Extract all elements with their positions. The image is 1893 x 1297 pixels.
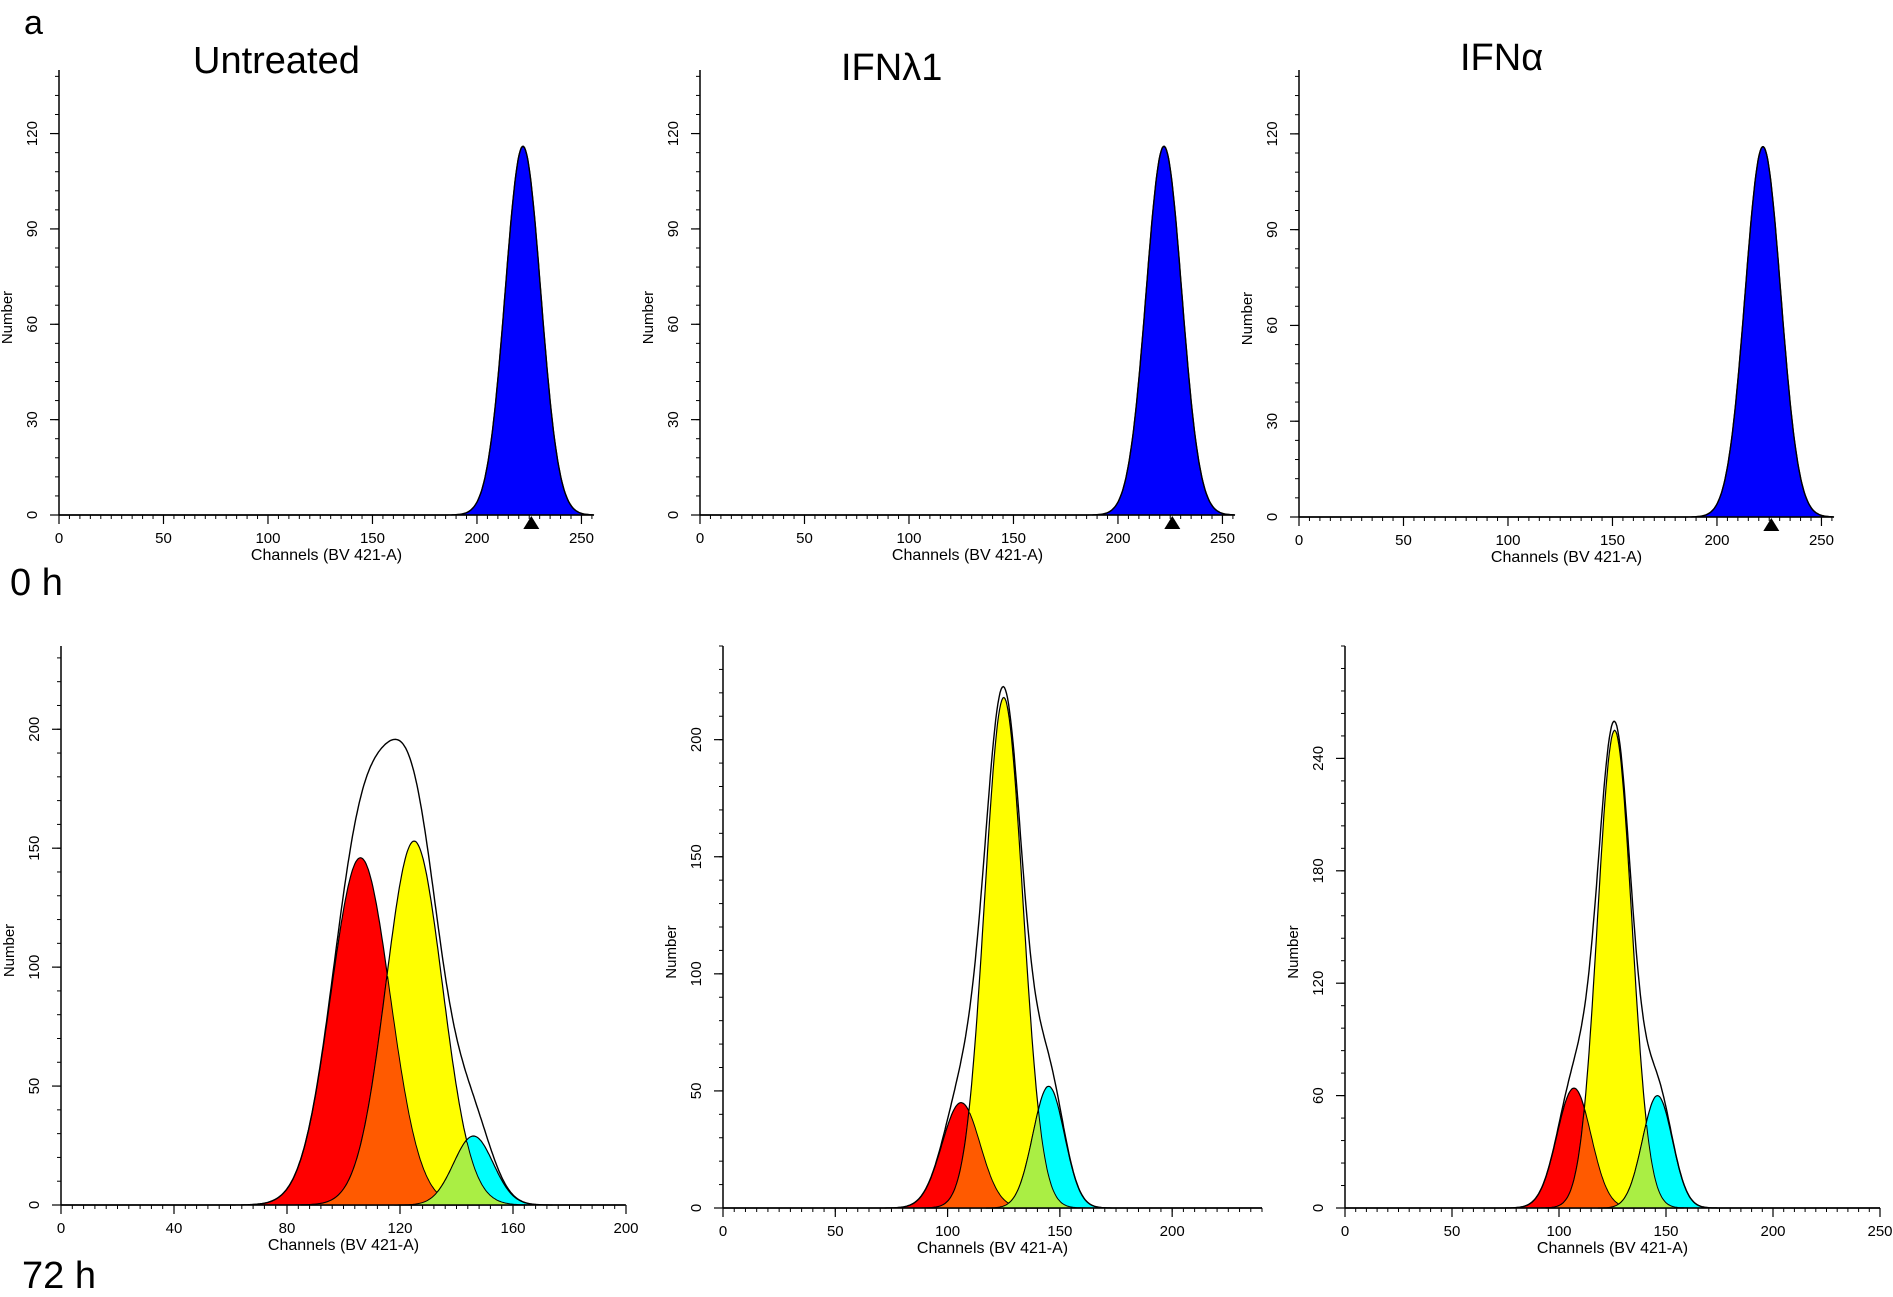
peak-marker-triangle — [1763, 518, 1780, 531]
y-tick-label: 100 — [688, 961, 705, 986]
x-axis-label: Channels (BV 421-A) — [251, 547, 402, 564]
x-tick-label: 100 — [935, 1223, 960, 1240]
x-tick-label: 0 — [719, 1223, 727, 1240]
x-tick-label: 150 — [1001, 530, 1026, 547]
y-tick-label: 150 — [26, 836, 43, 861]
y-tick-label: 0 — [1310, 1204, 1327, 1212]
y-tick-label: 0 — [26, 1201, 43, 1209]
x-tick-label: 100 — [896, 530, 921, 547]
x-axis-label: Channels (BV 421-A) — [1491, 549, 1642, 566]
x-tick-label: 200 — [464, 530, 489, 547]
column-title-untreated: Untreated — [193, 40, 360, 82]
column-title-ifn-lambda1: IFNλ1 — [841, 47, 942, 89]
peak-marker-triangle — [523, 516, 540, 529]
x-tick-label: 150 — [1653, 1223, 1678, 1240]
y-axis-label: Number — [1285, 925, 1302, 978]
x-tick-label: 160 — [500, 1220, 525, 1237]
y-axis-label: Number — [1239, 292, 1256, 345]
y-tick-label: 120 — [1310, 971, 1327, 996]
x-tick-label: 0 — [1341, 1223, 1349, 1240]
x-tick-label: 0 — [1295, 532, 1303, 549]
x-tick-label: 50 — [1395, 532, 1412, 549]
y-tick-label: 0 — [1264, 513, 1281, 521]
x-tick-label: 200 — [1160, 1223, 1185, 1240]
y-tick-label: 0 — [688, 1204, 705, 1212]
chart-panel-2: 0 50 100 150 200 250 0 30 60 90 120 Channels (BV 42… — [640, 70, 1236, 564]
x-tick-label: 150 — [360, 530, 385, 547]
x-tick-label: 250 — [569, 530, 594, 547]
x-tick-label: 200 — [1105, 530, 1130, 547]
x-tick-label: 100 — [255, 530, 280, 547]
x-tick-label: 200 — [613, 1220, 638, 1237]
x-tick-label: 50 — [155, 530, 172, 547]
y-tick-label: 50 — [26, 1078, 43, 1095]
y-tick-label: 30 — [1264, 413, 1281, 430]
x-tick-label: 200 — [1760, 1223, 1785, 1240]
y-tick-label: 30 — [665, 411, 682, 428]
x-tick-label: 100 — [1546, 1223, 1571, 1240]
y-axis-label: Number — [640, 291, 657, 344]
x-tick-label: 50 — [827, 1223, 844, 1240]
x-tick-label: 50 — [796, 530, 813, 547]
y-tick-label: 120 — [1264, 121, 1281, 146]
y-tick-label: 90 — [24, 221, 41, 238]
x-tick-label: 150 — [1600, 532, 1625, 549]
y-tick-label: 60 — [24, 316, 41, 333]
y-tick-label: 60 — [1310, 1087, 1327, 1104]
y-tick-label: 30 — [24, 411, 41, 428]
x-axis-label: Channels (BV 421-A) — [917, 1240, 1068, 1257]
y-tick-label: 120 — [24, 121, 41, 146]
y-tick-label: 90 — [1264, 221, 1281, 238]
chart-panel-5: 0 50 100 150 200 0 50 100 150 200 Channels (BV 421… — [663, 645, 1263, 1257]
y-axis-label: Number — [1, 924, 18, 977]
chart-panel-6: 0 50 100 150 200 250 0 60 120 180 240 Channels (BV … — [1285, 645, 1893, 1257]
x-tick-label: 250 — [1210, 530, 1235, 547]
x-tick-label: 250 — [1867, 1223, 1892, 1240]
x-tick-label: 0 — [696, 530, 704, 547]
x-axis-label: Channels (BV 421-A) — [1537, 1240, 1688, 1257]
peak-area-1 — [1691, 146, 1835, 518]
x-tick-label: 250 — [1809, 532, 1834, 549]
row-label-0h: 0 h — [10, 562, 63, 604]
x-tick-label: 0 — [57, 1220, 65, 1237]
chart-panel-4: 0 40 80 120 160 200 0 50 100 150 200 Channels (BV 4… — [1, 646, 639, 1254]
y-tick-label: 60 — [1264, 317, 1281, 334]
peak-area-1 — [1092, 145, 1236, 516]
chart-panel-3: 0 50 100 150 200 250 0 30 60 90 120 Channels (BV 42… — [1239, 70, 1835, 566]
x-axis-label: Channels (BV 421-A) — [892, 547, 1043, 564]
y-tick-label: 180 — [1310, 858, 1327, 883]
y-tick-label: 100 — [26, 955, 43, 980]
y-tick-label: 90 — [665, 221, 682, 238]
x-tick-label: 40 — [166, 1220, 183, 1237]
x-tick-label: 150 — [1047, 1223, 1072, 1240]
x-axis-label: Channels (BV 421-A) — [268, 1237, 419, 1254]
x-tick-label: 50 — [1444, 1223, 1461, 1240]
x-tick-label: 80 — [279, 1220, 296, 1237]
y-tick-label: 200 — [688, 727, 705, 752]
y-tick-label: 240 — [1310, 746, 1327, 771]
peak-area-1 — [451, 145, 595, 516]
x-tick-label: 100 — [1495, 532, 1520, 549]
x-tick-label: 120 — [387, 1220, 412, 1237]
column-title-ifn-alpha: IFNα — [1460, 37, 1543, 79]
y-tick-label: 150 — [688, 844, 705, 869]
y-tick-label: 50 — [688, 1083, 705, 1100]
y-tick-label: 120 — [665, 121, 682, 146]
y-axis-label: Number — [0, 291, 16, 344]
row-label-72h: 72 h — [22, 1255, 96, 1297]
x-tick-label: 0 — [55, 530, 63, 547]
y-axis-label: Number — [663, 925, 680, 978]
x-tick-label: 200 — [1704, 532, 1729, 549]
y-tick-label: 0 — [665, 511, 682, 519]
chart-panel-1: 0 50 100 150 200 250 0 30 60 90 120 Channels (BV 42… — [0, 70, 595, 564]
y-tick-label: 60 — [665, 316, 682, 333]
peak-marker-triangle — [1164, 516, 1181, 529]
panel-letter: a — [24, 4, 43, 42]
y-tick-label: 0 — [24, 511, 41, 519]
y-tick-label: 200 — [26, 717, 43, 742]
